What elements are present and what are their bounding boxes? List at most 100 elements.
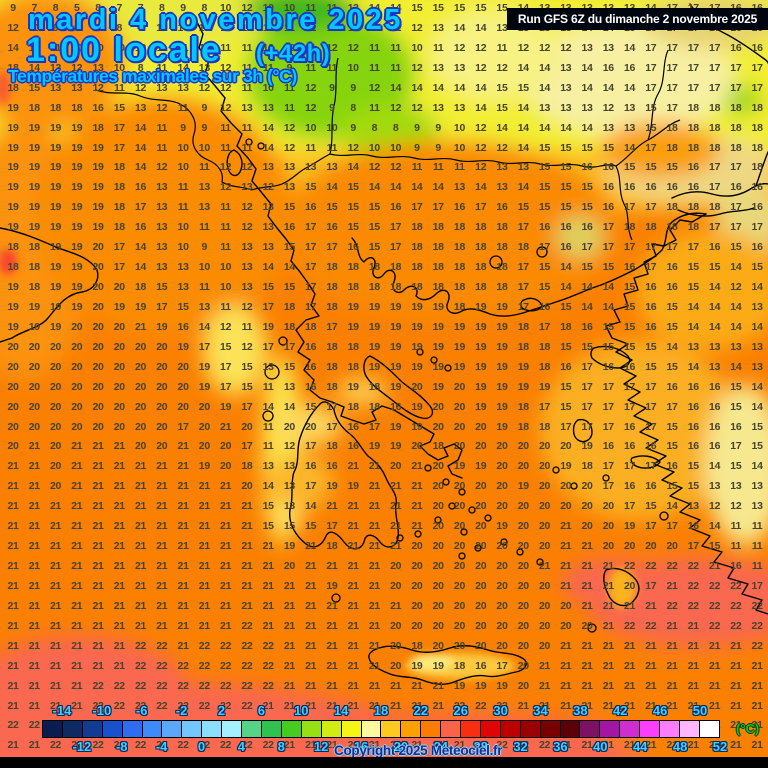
temp-value: 9	[329, 101, 335, 114]
temp-value: 16	[602, 181, 614, 194]
temp-value: 21	[538, 679, 551, 692]
temp-value: 17	[156, 300, 168, 313]
scale-cell	[261, 721, 282, 737]
temp-value: 16	[92, 101, 104, 114]
temp-value: 13	[135, 101, 147, 114]
temp-value: 19	[411, 340, 423, 353]
temp-value: 13	[241, 101, 253, 114]
temp-value: 12	[411, 61, 423, 74]
temp-value: 15	[645, 360, 657, 373]
temp-value: 22	[92, 679, 104, 692]
temp-value: 20	[198, 440, 210, 453]
temp-value: 12	[411, 21, 423, 34]
temp-value: 22	[49, 739, 62, 752]
temp-value: 16	[687, 161, 699, 174]
temp-value: 16	[283, 221, 295, 234]
temp-value: 22	[241, 739, 253, 752]
temp-value: 16	[560, 360, 572, 373]
temp-value: 22	[156, 739, 168, 752]
temp-value: 19	[411, 360, 423, 373]
forecast-local-time: 1:00 locale	[26, 31, 222, 69]
temp-value: 21	[156, 579, 168, 592]
temp-value: 19	[49, 241, 62, 254]
temp-value: 21	[347, 739, 359, 752]
scale-label-top: 46	[652, 703, 668, 718]
temp-value: 18	[538, 340, 551, 353]
temp-value: 11	[220, 121, 231, 134]
temp-value: 20	[241, 420, 253, 433]
temp-value: 21	[28, 560, 40, 573]
coastline-limnos	[520, 297, 543, 312]
temp-value: 16	[602, 161, 614, 174]
temp-value: 22	[241, 659, 253, 672]
temp-value: 17	[645, 201, 657, 214]
temp-value: 21	[198, 500, 210, 513]
temp-value: 21	[7, 679, 19, 692]
temp-value: 11	[241, 121, 253, 134]
temp-value: 18	[709, 201, 721, 214]
temp-value: 18	[71, 101, 83, 114]
temp-value: 21	[113, 460, 125, 473]
temp-value: 19	[517, 480, 529, 493]
temp-value: 21	[241, 579, 253, 592]
temp-value: 20	[71, 320, 83, 333]
temp-value: 17	[602, 480, 614, 493]
temp-value: 19	[71, 261, 83, 274]
temp-value: 21	[28, 440, 40, 453]
temp-value: 19	[71, 141, 83, 154]
temp-value: 18	[390, 281, 402, 294]
temp-value: 21	[560, 679, 572, 692]
temp-value: 22	[156, 679, 168, 692]
temp-value: 21	[28, 599, 40, 612]
temp-value: 21	[262, 619, 274, 632]
temp-value: 20	[28, 360, 40, 373]
temp-value: 20	[475, 540, 487, 553]
temp-value: 16	[709, 440, 721, 453]
temp-value: 19	[560, 460, 572, 473]
temp-value: 19	[432, 360, 444, 373]
temp-value: 19	[496, 520, 508, 533]
temp-value: 18	[517, 340, 529, 353]
temp-value: 22	[751, 639, 763, 652]
temp-value: 22	[496, 739, 508, 752]
temp-value: 20	[496, 500, 508, 513]
temp-value: 18	[687, 141, 699, 154]
temp-value: 20	[49, 360, 62, 373]
temp-value: 12	[347, 141, 359, 154]
temp-value: 20	[7, 360, 19, 373]
temperature-scale-bar	[42, 720, 720, 738]
temp-value: 18	[432, 440, 444, 453]
temp-value: 13	[581, 41, 593, 54]
temp-value: 20	[113, 420, 125, 433]
temp-value: 16	[666, 281, 678, 294]
temp-value: 13	[751, 500, 763, 513]
temp-value: 21	[113, 560, 125, 573]
temp-value: 20	[135, 440, 147, 453]
temp-value: 16	[730, 181, 742, 194]
temp-value: 15	[751, 440, 763, 453]
temp-value: 21	[368, 540, 380, 553]
temp-value: 19	[496, 300, 508, 313]
scale-cell	[680, 721, 700, 737]
temp-value: 18	[326, 281, 338, 294]
temp-value: 17	[666, 41, 678, 54]
temp-value: 11	[390, 61, 401, 74]
temp-value: 14	[666, 500, 678, 513]
temp-value: 20	[92, 261, 104, 274]
temp-value: 17	[305, 281, 317, 294]
temp-value: 17	[751, 221, 763, 234]
temp-value: 18	[538, 420, 551, 433]
temp-value: 19	[49, 320, 62, 333]
temp-value: 20	[220, 440, 232, 453]
temp-value: 8	[116, 21, 123, 34]
temp-value: 20	[49, 480, 62, 493]
temp-value: 18	[496, 281, 508, 294]
temp-value: 19	[496, 340, 508, 353]
temp-value: 21	[220, 480, 232, 493]
temp-value: 18	[432, 281, 444, 294]
temp-value: 21	[28, 659, 40, 672]
temp-value: 18	[113, 181, 125, 194]
temp-value: 17	[390, 241, 402, 254]
